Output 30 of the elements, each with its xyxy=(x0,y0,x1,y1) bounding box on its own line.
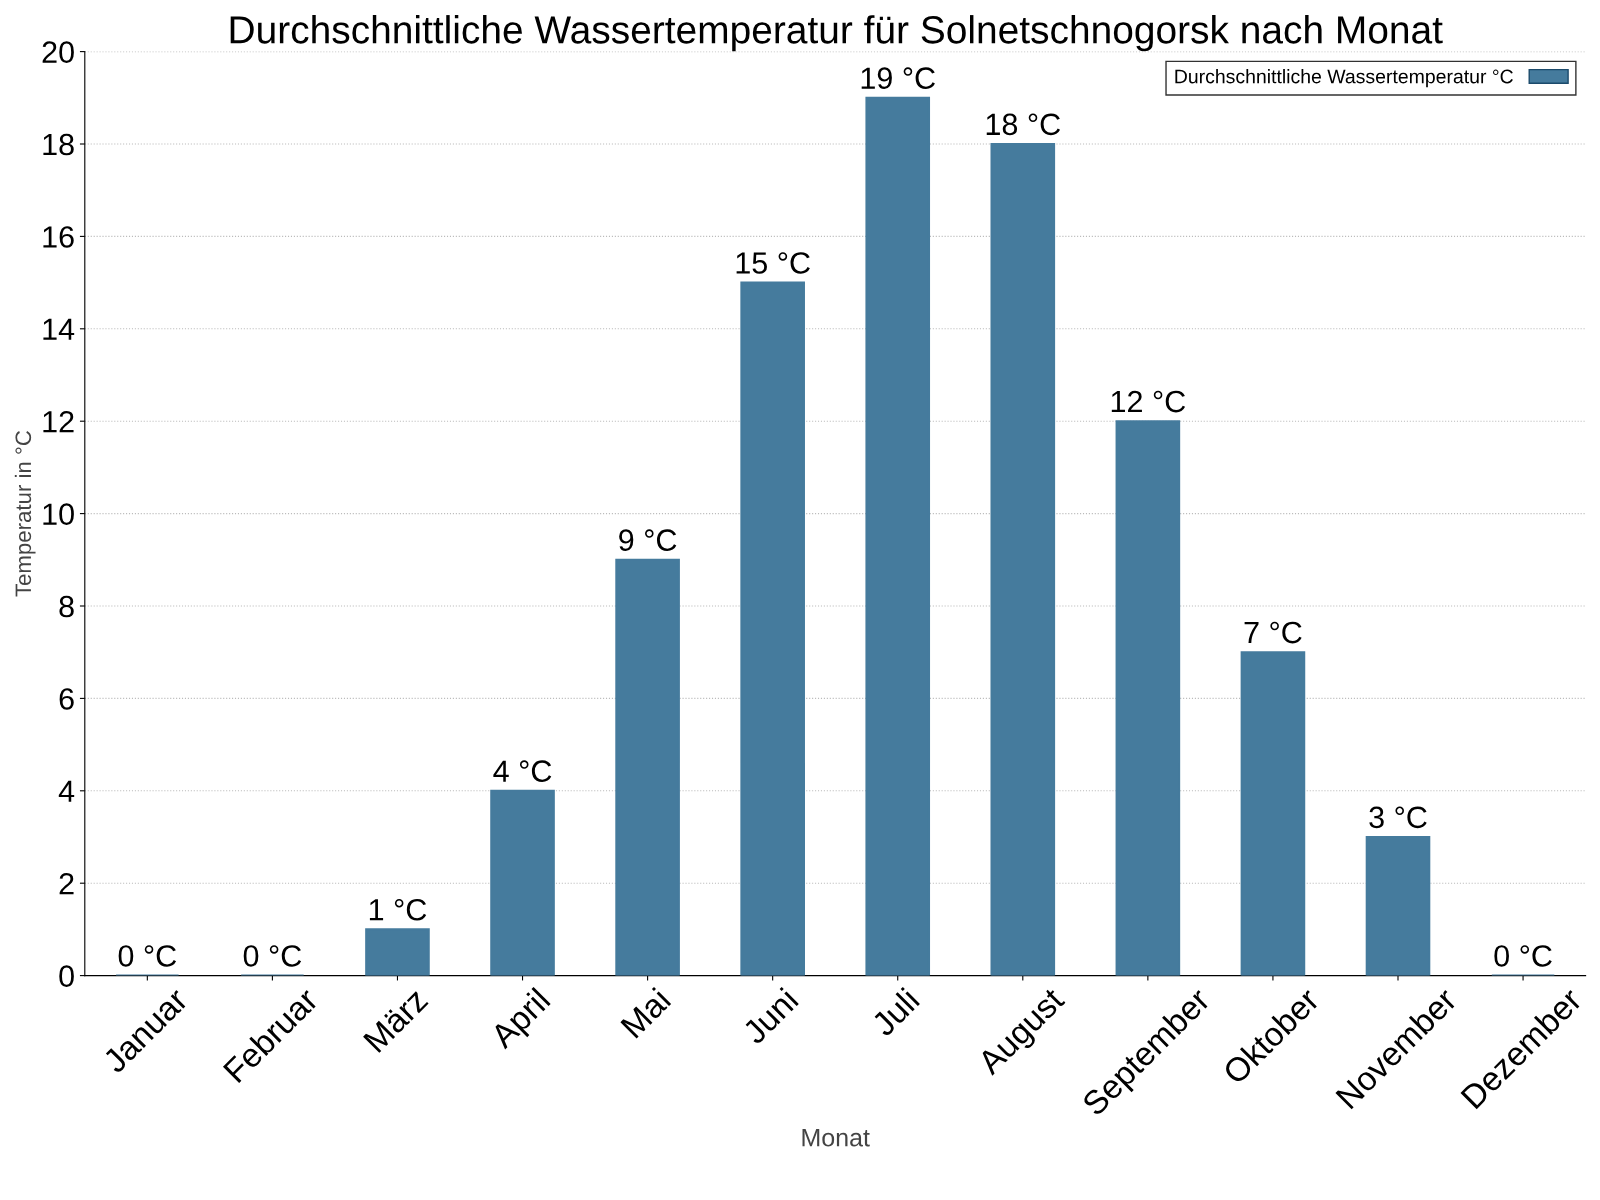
x-tick-label: Mai xyxy=(619,986,672,1039)
legend-label: Durchschnittliche Wassertemperatur °C xyxy=(1175,69,1513,88)
chart-title: Durchschnittliche Wassertemperatur für Solnetschnogorsk nach Monat xyxy=(230,15,1443,52)
data-label: 3 °C xyxy=(1369,806,1427,829)
data-label: 15 °C xyxy=(736,252,810,274)
data-label: 19 °C xyxy=(861,67,935,89)
y-tick-label: 12 xyxy=(43,410,74,433)
y-tick-label: 8 xyxy=(59,595,74,618)
data-label: 9 °C xyxy=(619,529,677,551)
data-label: 18 °C xyxy=(986,113,1061,136)
data-label: 12 °C xyxy=(1111,390,1186,413)
y-tick-label: 16 xyxy=(43,226,74,248)
y-tick-label: 0 xyxy=(59,965,74,987)
y-tick-label: 14 xyxy=(43,318,75,340)
data-label: 0 °C xyxy=(1494,945,1552,967)
x-tick-label: Juli xyxy=(869,986,921,1038)
data-label: 7 °C xyxy=(1244,621,1302,644)
y-tick-label: 20 xyxy=(42,41,74,63)
y-tick-label: 18 xyxy=(43,133,74,156)
y-tick-label: 2 xyxy=(59,872,74,895)
data-label: 0 °C xyxy=(118,945,177,967)
x-axis-title: Monat xyxy=(802,1129,870,1147)
data-label: 4 °C xyxy=(493,760,552,782)
y-axis-title: Temperatur in °C xyxy=(14,430,36,597)
x-tick-label: Juni xyxy=(740,986,800,1046)
y-tick-label: 10 xyxy=(43,503,74,525)
data-label: 0 °C xyxy=(243,945,302,967)
y-tick-label: 6 xyxy=(59,688,74,710)
y-tick-label: 4 xyxy=(58,780,75,802)
data-label: 1 °C xyxy=(369,898,427,921)
